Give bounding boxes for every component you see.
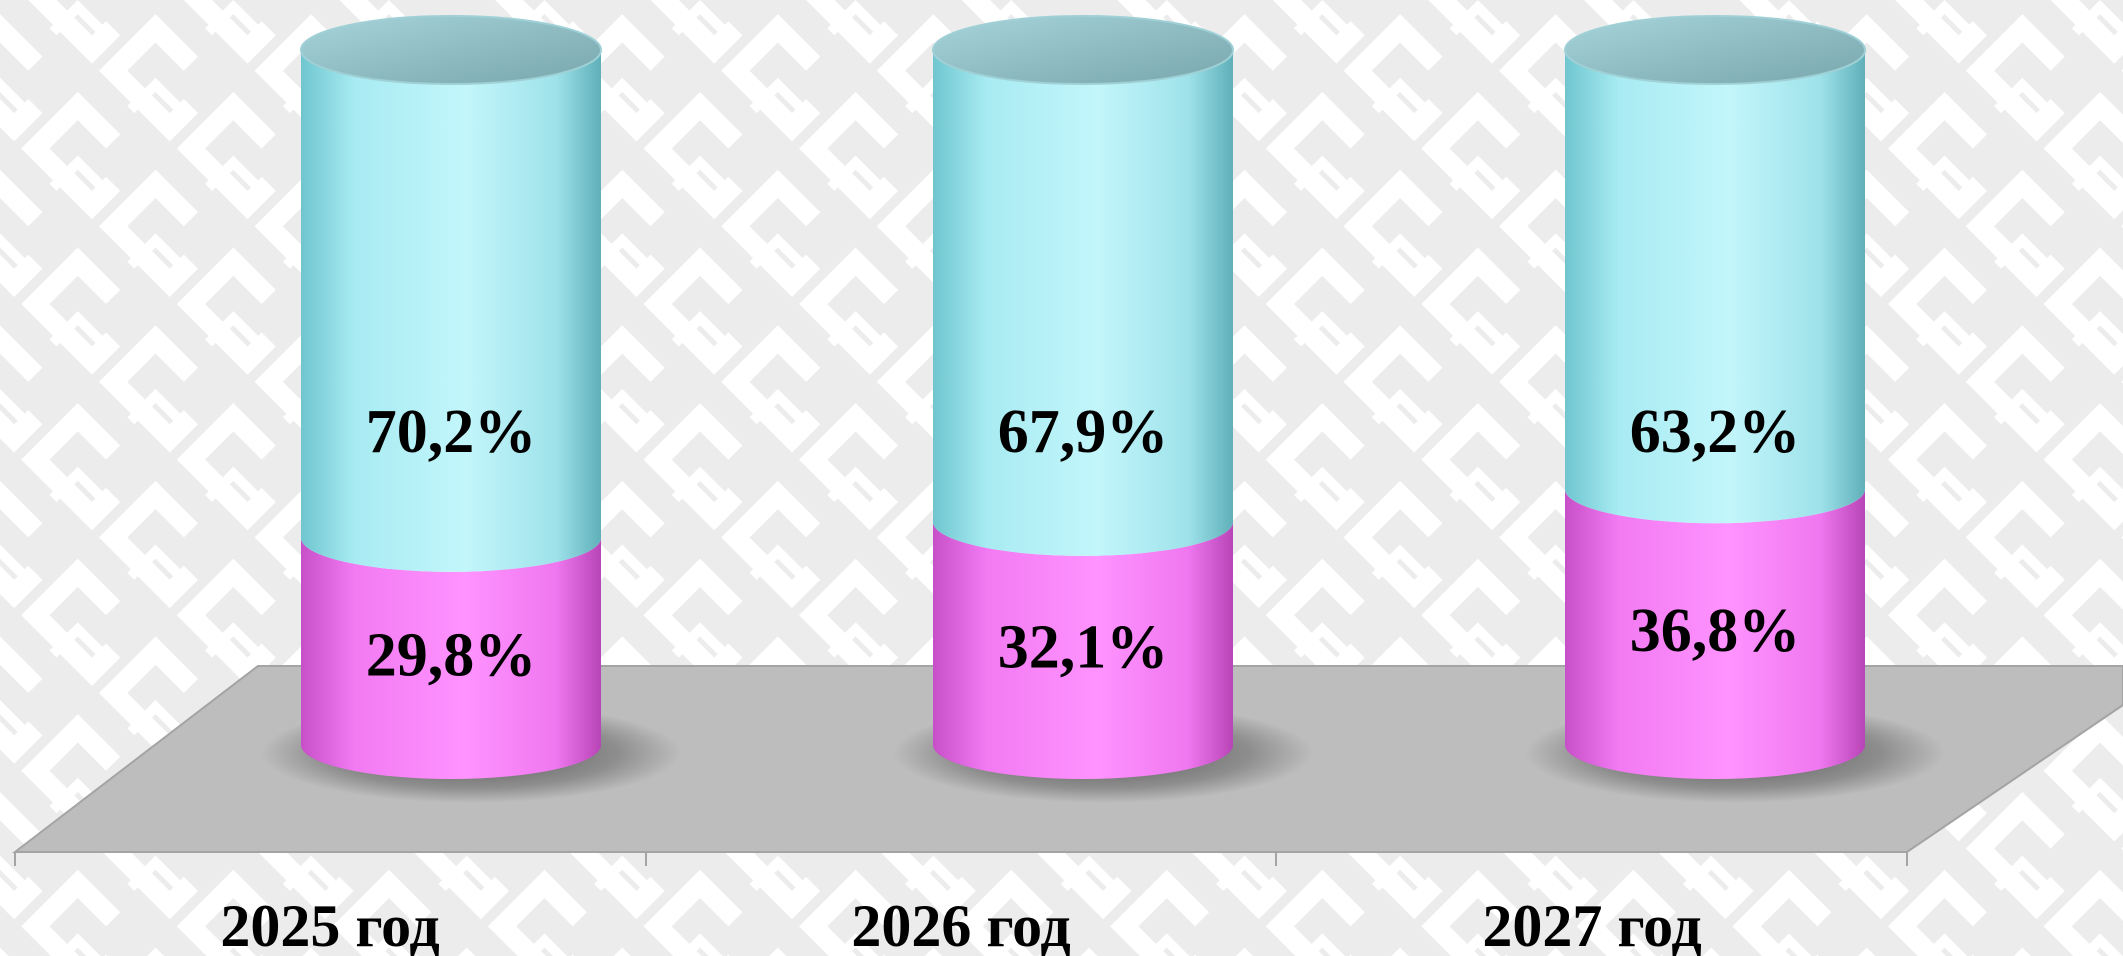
data-label-lower: 32,1% xyxy=(998,613,1169,681)
data-label-upper: 70,2% xyxy=(366,398,537,466)
bar-top-cap xyxy=(1564,15,1866,85)
bar-segment-lower xyxy=(301,537,601,779)
data-label-lower: 29,8% xyxy=(366,621,537,689)
bars-layer xyxy=(261,15,1945,803)
bar-segment-lower xyxy=(933,521,1233,779)
bar-segment-upper xyxy=(301,50,601,572)
bar-segment-upper xyxy=(1565,50,1865,524)
bar-segment-lower xyxy=(1565,489,1865,779)
category-label: 2026 год xyxy=(851,893,1070,956)
bar-top-cap xyxy=(300,15,602,85)
data-label-lower: 36,8% xyxy=(1630,597,1801,665)
bar-top-cap xyxy=(932,15,1234,85)
data-label-upper: 63,2% xyxy=(1630,398,1801,466)
category-label: 2025 год xyxy=(220,893,439,956)
data-label-upper: 67,9% xyxy=(998,398,1169,466)
labels-layer: 29,8% 70,2% 2025 год 32,1% 67,9% 2026 год 36,8… xyxy=(220,398,1800,956)
category-label: 2027 год xyxy=(1482,893,1701,956)
bar-segment-upper xyxy=(933,50,1233,556)
